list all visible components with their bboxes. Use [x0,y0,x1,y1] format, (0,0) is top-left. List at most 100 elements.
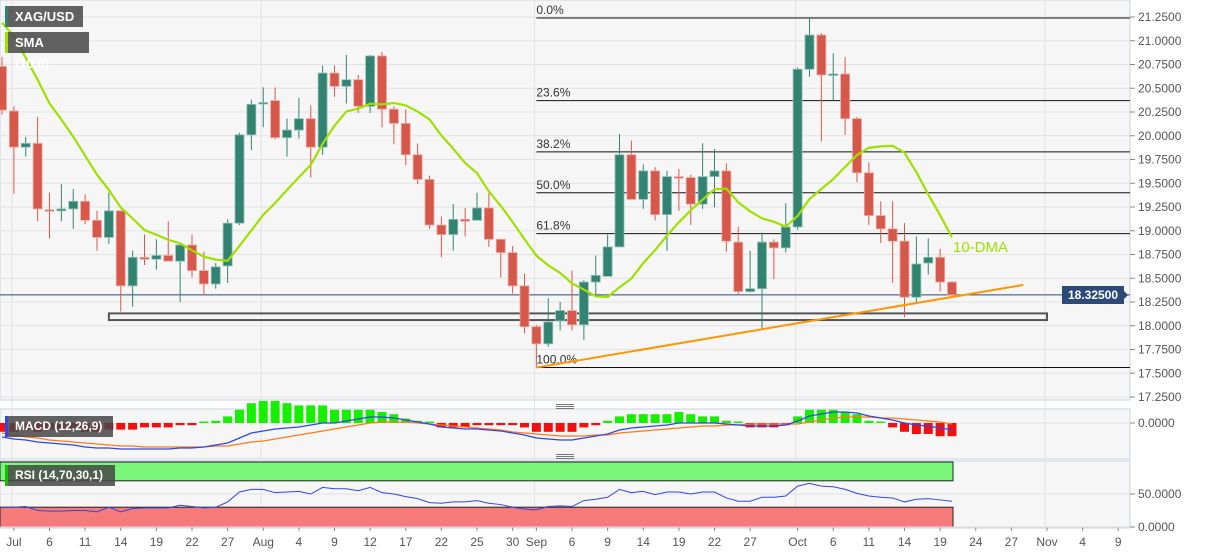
candle [103,192,114,245]
macd-color-swatch [5,416,8,437]
macd-histogram-bar [401,418,411,423]
macd-histogram-bar [864,420,874,423]
macd-histogram-bar [484,423,494,426]
candle-body [709,170,720,177]
candle [483,192,494,247]
macd-signal-line [1,416,953,448]
macd-histogram-bar [199,421,209,423]
candle-body [697,176,708,205]
macd-histogram-bar [306,405,316,423]
macd-line [1,411,953,450]
candle [424,175,435,229]
macd-histogram-bar [662,414,672,423]
time-tick-label: Nov [1036,535,1057,549]
candle-body [127,256,138,287]
macd-histogram-bar [900,423,909,432]
sma-legend[interactable]: SMA (10,0) [5,32,89,71]
rsi-legend[interactable]: RSI (14,70,30,1) [5,465,115,486]
candle-body [472,207,482,221]
rsi-line [2,482,953,513]
candle [673,169,684,211]
instrument-label: XAG/USD [15,9,75,24]
time-tick-label: 9 [1115,535,1122,549]
macd-histogram-bar [508,423,518,426]
candle-body [175,244,186,262]
candle-body [638,170,649,200]
candle [923,238,934,275]
candle [246,99,257,150]
candle-body [507,252,518,287]
macd-histogram-bar [769,423,779,428]
macd-tick-label: 0.0000 [1138,416,1175,430]
macd-panel [0,408,1131,460]
candle-body [222,222,233,267]
macd-histogram-bar [935,423,945,437]
rsi-panel-resize-handle[interactable] [556,454,574,459]
sma-color-swatch [5,32,8,53]
macd-histogram-bar [520,423,529,428]
candle-body [317,72,328,148]
candle [757,232,767,329]
macd-histogram-bar [579,423,589,428]
instrument-color-swatch [5,6,8,27]
candle [626,140,637,200]
candle [875,201,886,244]
macd-histogram-bar [721,420,731,423]
candle-body [56,208,67,212]
candle-body [210,266,221,285]
candle [519,273,530,334]
candle [804,17,815,77]
candle [887,201,898,283]
candle-body [923,256,934,264]
macd-legend[interactable]: MACD (12,26,9) [5,416,113,437]
macd-histogram-bar [710,416,719,423]
candle-body [377,55,387,110]
candle-body [483,207,494,240]
time-tick-label: Jul [6,535,21,549]
macd-histogram-bar [793,416,803,423]
time-tick-label: 14 [898,535,912,549]
candle [20,136,31,157]
macd-histogram-bar [353,409,363,423]
macd-panel-resize-handle[interactable] [556,404,574,409]
candle-body [852,118,862,174]
candle [852,116,862,183]
macd-histogram-bar [116,423,126,430]
candle [282,118,292,157]
time-tick-label: 22 [708,535,722,549]
candle-body [899,240,910,298]
macd-histogram-bar [531,423,541,432]
candle-body [650,170,661,215]
candle-body [875,215,886,230]
time-tick-label: 6 [830,535,837,549]
support-trendline [536,283,1024,369]
time-tick-label: 4 [1079,535,1086,549]
instrument-legend[interactable]: XAG/USD [5,6,83,27]
candle-body [685,177,696,205]
candle-body [103,210,114,238]
candle-body [282,129,292,139]
candle-body [460,218,471,222]
candle [8,106,19,194]
macd-histogram-bar [163,423,173,428]
candle [56,184,67,222]
candle [495,238,506,278]
time-tick-label: 12 [363,535,377,549]
time-tick-label: 6 [46,535,53,549]
candle [92,210,102,251]
time-tick-label: 14 [637,535,651,549]
candle [353,74,364,113]
candle [709,149,720,207]
candle [412,143,423,185]
candle-body [673,176,684,179]
macd-histogram-bar [330,409,339,423]
time-tick-label: 4 [296,535,303,549]
candle-body [495,238,506,254]
macd-histogram-bar [341,409,351,423]
candle-body [863,172,874,216]
candle-body [365,55,376,107]
candle [662,170,672,251]
candle-body [8,110,19,148]
time-tick-label: Sep [526,535,548,549]
